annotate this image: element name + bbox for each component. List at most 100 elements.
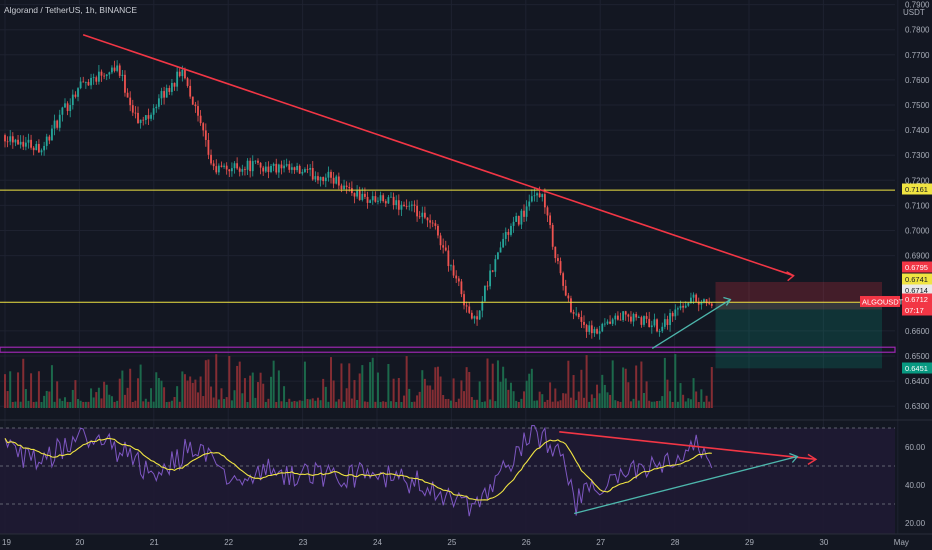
volume-bar (682, 394, 685, 408)
volume-bar (58, 398, 61, 408)
candle-body (285, 164, 288, 166)
candle-body (212, 163, 215, 167)
volume-bar (658, 400, 661, 408)
candle-body (157, 98, 160, 107)
candle-body (666, 319, 669, 325)
volume-bar (463, 391, 466, 408)
candle-body (444, 247, 447, 251)
volume-bar (233, 390, 236, 408)
volume-bar (530, 368, 533, 408)
volume-bar (596, 384, 599, 408)
candle-body (95, 77, 98, 82)
time-tick-label: 20 (75, 538, 84, 547)
candle-body (35, 143, 38, 151)
candle-body (152, 108, 155, 115)
candle-body (497, 252, 499, 260)
rsi-indicator (0, 424, 895, 517)
volume-bar (465, 367, 468, 408)
volume-bar (426, 385, 429, 408)
volume-bar (642, 392, 645, 408)
candle-body (528, 201, 531, 207)
candle-body (523, 210, 525, 217)
price-tag-bg (902, 273, 932, 285)
volume-bar (249, 375, 252, 408)
candle-body (61, 107, 64, 115)
volume-bar (476, 399, 479, 408)
volume-bar (390, 401, 393, 408)
candle-body (397, 200, 400, 210)
candle-body (515, 215, 518, 222)
candle-body (530, 196, 533, 202)
volume-bar (452, 378, 455, 408)
candle-body (319, 177, 322, 181)
candle-body (442, 245, 445, 248)
candle-body (609, 321, 611, 324)
volume-bar (525, 380, 528, 408)
candle-body (124, 74, 126, 93)
candle-body (603, 323, 606, 325)
candle-body (710, 303, 713, 306)
candle-body (197, 106, 199, 116)
volume-bar (603, 384, 606, 408)
volume-bar (43, 395, 46, 408)
candle-body (259, 162, 262, 168)
volume-bar (397, 378, 400, 408)
candle-body (79, 81, 82, 89)
candle-body (322, 177, 325, 182)
volume-bar (340, 363, 343, 408)
volume-bar (656, 401, 659, 408)
candle-body (617, 315, 619, 320)
volume-bar (48, 391, 51, 408)
volume-bar (61, 400, 64, 408)
candle-body (257, 160, 259, 163)
volume-bar (137, 378, 140, 408)
candle-body (371, 196, 374, 201)
volume-bar (387, 363, 390, 408)
volume-bar (134, 400, 137, 408)
candle-body (416, 205, 418, 217)
volume-bar (103, 381, 106, 408)
candle-body (593, 329, 596, 334)
price-tag-label: 0.6451 (905, 364, 928, 373)
candle-body (653, 319, 656, 326)
volume-bar (366, 401, 369, 408)
descending-trendline (82, 33, 794, 277)
uptrend-arrow (723, 296, 732, 306)
candle-body (306, 169, 309, 170)
volume-bar (611, 360, 614, 408)
volume-bar (335, 401, 338, 408)
candle-body (483, 285, 486, 302)
candle-body (43, 145, 46, 151)
time-tick-label: 22 (224, 538, 233, 547)
candle-body (536, 193, 538, 196)
volume-bar (337, 399, 340, 408)
volume-bar (298, 400, 301, 408)
candle-body (309, 167, 312, 170)
candle-body (437, 225, 439, 236)
volume-bar (408, 388, 411, 408)
volume-bar (572, 375, 575, 408)
candle-body (191, 96, 194, 105)
price-tag-label: 0.6714 (905, 286, 928, 295)
candle-body (403, 204, 405, 207)
candle-body (126, 92, 129, 98)
candle-body (637, 317, 640, 319)
volume-bar (585, 355, 588, 408)
candle-body (48, 136, 51, 141)
rsi-uptrend-line (573, 455, 798, 515)
candle-body (643, 316, 645, 325)
rsi-tick-label: 40.00 (905, 481, 926, 490)
drawing-lines (0, 33, 896, 353)
volume-bar (645, 381, 648, 408)
candle-body (87, 81, 90, 86)
volume-bar (436, 366, 439, 408)
volume-bar (97, 387, 100, 408)
candle-body (392, 196, 395, 206)
volume-bar (661, 396, 664, 408)
candle-body (111, 67, 113, 73)
candle-body (364, 193, 366, 197)
candle-body (66, 103, 69, 112)
volume-bar (369, 362, 372, 408)
candle-body (324, 177, 327, 182)
